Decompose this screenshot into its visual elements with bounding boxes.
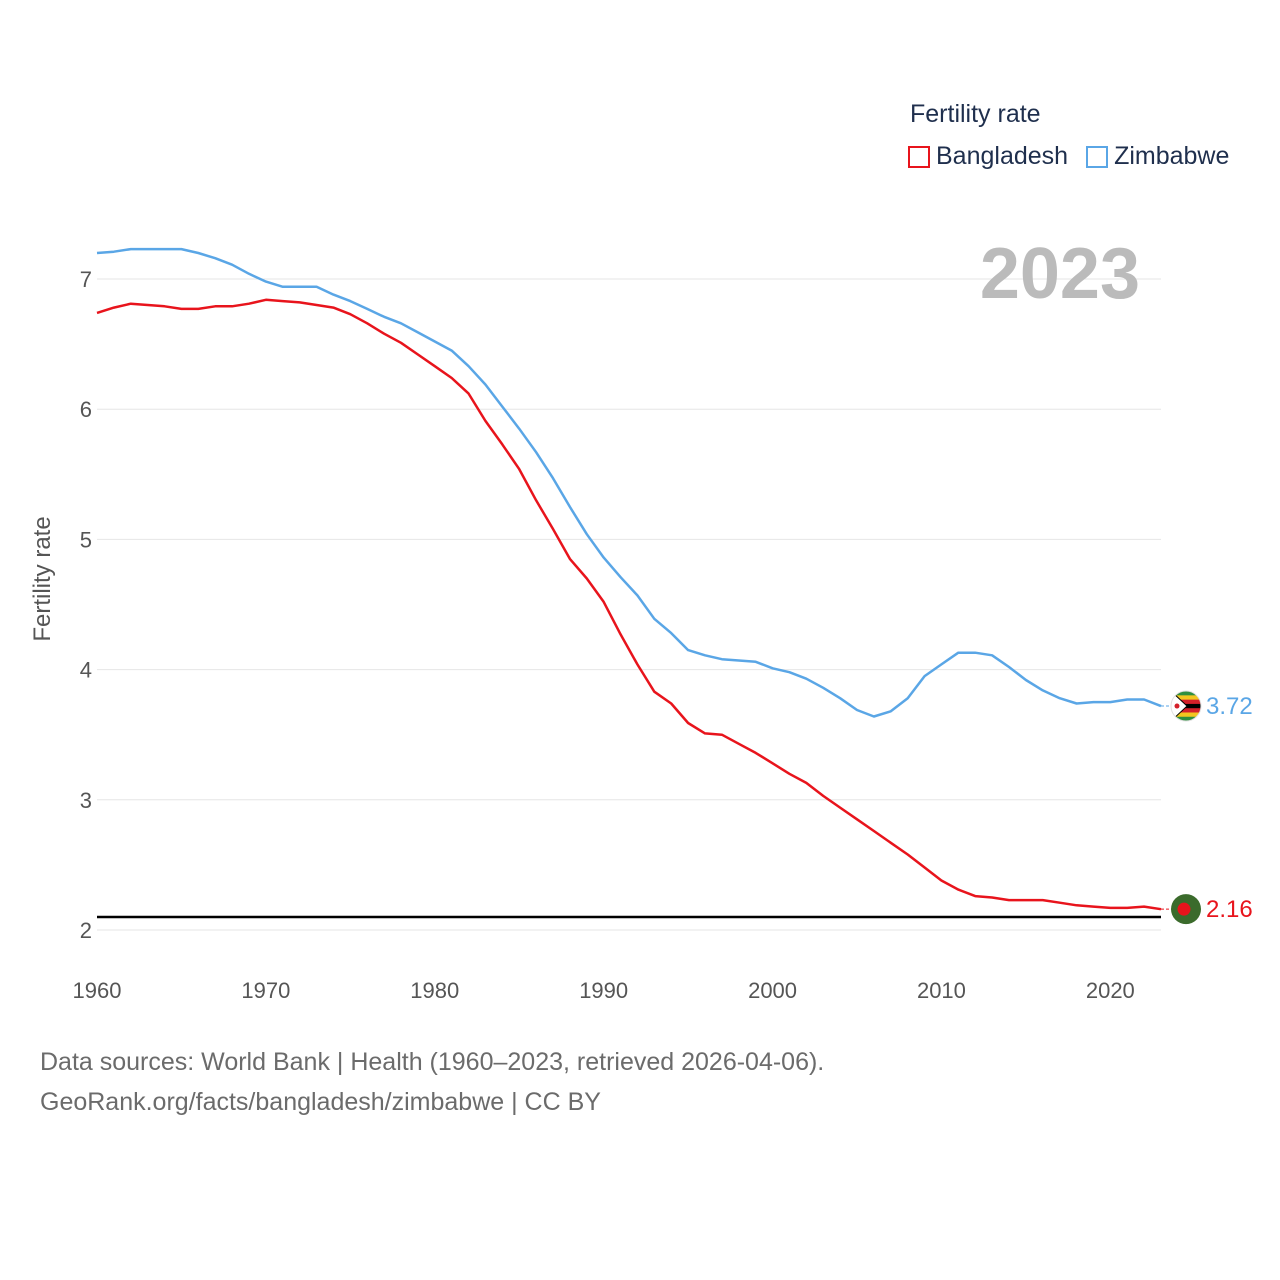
y-axis-title: Fertility rate [29, 516, 56, 641]
series-layer [96, 247, 1162, 911]
x-tick-label: 1980 [410, 978, 459, 1003]
footer: Data sources: World Bank | Health (1960–… [40, 1042, 824, 1122]
end-markers: 2.16 3.72 [1161, 690, 1253, 925]
series-line-bangladesh [96, 298, 1162, 911]
legend-label-bangladesh: Bangladesh [936, 142, 1069, 170]
y-tick-label: 7 [80, 267, 92, 292]
x-tick-label: 1960 [73, 978, 122, 1003]
series-line-zimbabwe [96, 247, 1162, 718]
x-tick-label: 1970 [241, 978, 290, 1003]
legend-swatch-zimbabwe [1086, 145, 1109, 168]
y-tick-label: 6 [80, 397, 92, 422]
current-year-label: 2023 [980, 234, 1140, 314]
x-axis: 1960 1970 1980 1990 2000 2010 2020 [73, 978, 1135, 1003]
x-tick-label: 2000 [748, 978, 797, 1003]
end-value-label-zimbabwe: 3.72 [1206, 693, 1253, 720]
y-tick-label: 4 [80, 658, 92, 683]
y-tick-label: 3 [80, 788, 92, 813]
x-tick-label: 1990 [579, 978, 628, 1003]
y-tick-label: 2 [80, 918, 92, 943]
legend: Bangladesh Zimbabwe [908, 142, 1229, 171]
x-tick-label: 2020 [1086, 978, 1135, 1003]
data-sources-text: Data sources: World Bank | Health (1960–… [40, 1048, 825, 1076]
zimbabwe-flag-icon [1170, 690, 1202, 722]
legend-label-zimbabwe: Zimbabwe [1114, 142, 1230, 170]
legend-title: Fertility rate [910, 100, 1041, 128]
attribution-link[interactable]: GeoRank.org/facts/bangladesh/zimbabwe | … [40, 1088, 601, 1116]
legend-item-zimbabwe[interactable]: Zimbabwe [1086, 142, 1229, 171]
legend-item-bangladesh[interactable]: Bangladesh [908, 142, 1068, 171]
gridlines [97, 278, 1161, 931]
x-tick-label: 2010 [917, 978, 966, 1003]
y-tick-label: 5 [80, 527, 92, 552]
end-value-label-bangladesh: 2.16 [1206, 896, 1253, 923]
y-axis: 2 3 4 5 6 7 [80, 267, 92, 943]
legend-swatch-bangladesh [908, 145, 930, 168]
bangladesh-flag-icon [1171, 894, 1201, 925]
